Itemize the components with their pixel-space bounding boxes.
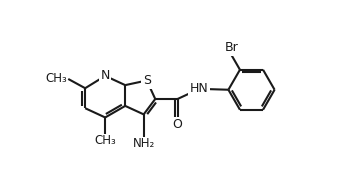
Text: NH₂: NH₂ [132,137,155,151]
Text: CH₃: CH₃ [94,134,116,147]
Text: S: S [143,74,151,87]
Text: CH₃: CH₃ [45,73,67,85]
Text: HN: HN [190,83,209,95]
Text: Br: Br [224,41,238,54]
Text: O: O [173,118,183,131]
Text: N: N [101,69,110,82]
